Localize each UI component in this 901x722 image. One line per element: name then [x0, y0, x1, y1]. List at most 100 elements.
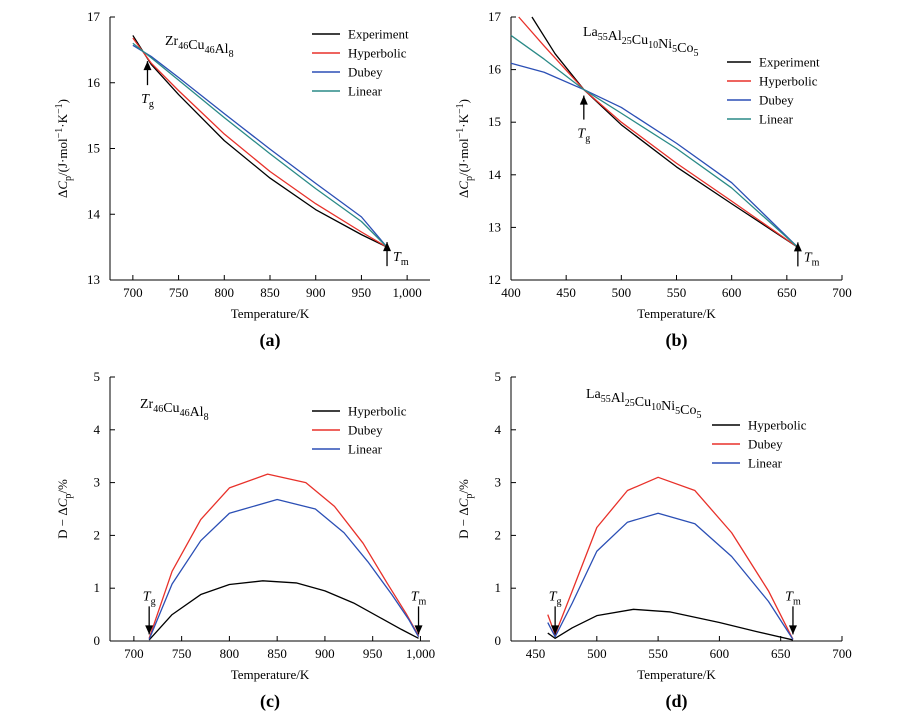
x-tick-label: 700 [123, 285, 143, 300]
x-tick-label: 850 [260, 285, 280, 300]
y-tick-label: 2 [495, 527, 502, 542]
y-tick-label: 3 [495, 475, 502, 490]
panel-label: (a) [260, 330, 281, 351]
x-tick-label: 400 [501, 285, 521, 300]
series-line-experiment [132, 35, 388, 248]
composition-label: Zr46Cu46Al8 [140, 397, 209, 423]
series-line-hyperbolic [547, 608, 794, 641]
x-tick-label: 750 [169, 285, 189, 300]
series-line-hyperbolic [132, 37, 388, 248]
y-tick-label: 1 [94, 580, 101, 595]
x-tick-label: 650 [771, 646, 791, 661]
y-tick-label: 2 [94, 527, 101, 542]
x-axis-title: Temperature/K [637, 306, 716, 321]
x-tick-label: 800 [220, 646, 240, 661]
composition-label: La55Al25Cu10Ni5Co5 [583, 25, 698, 59]
y-axis-title: ΔCp/(J·mol−1·K−1) [54, 99, 74, 198]
y-tick-label: 0 [495, 633, 502, 648]
x-tick-label: 650 [777, 285, 797, 300]
tg-label: Tg [141, 92, 154, 110]
legend-label: Linear [348, 442, 383, 457]
x-tick-label: 450 [556, 285, 576, 300]
y-axis-title: D − ΔCp/% [55, 479, 74, 539]
tm-arrow-head [414, 625, 423, 635]
y-tick-label: 14 [488, 167, 502, 182]
y-tick-label: 1 [495, 580, 502, 595]
y-tick-label: 4 [94, 422, 101, 437]
x-tick-label: 600 [710, 646, 730, 661]
y-tick-label: 16 [87, 75, 101, 90]
series-line-linear [547, 512, 794, 640]
x-tick-label: 850 [267, 646, 287, 661]
legend-label: Linear [748, 456, 783, 471]
x-tick-label: 500 [587, 646, 607, 661]
series-line-hyperbolic [518, 16, 799, 248]
x-axis-title: Temperature/K [637, 667, 716, 682]
series-line-dubey [132, 44, 388, 248]
chart-panel-3: 700 750 800 850 900 950 1,000 0 1 2 3 4 5 Temperature… [55, 369, 435, 712]
tg-label: Tg [549, 589, 562, 607]
x-tick-label: 950 [352, 285, 372, 300]
y-tick-label: 13 [488, 219, 501, 234]
series-line-linear [132, 42, 388, 248]
y-tick-label: 16 [488, 62, 502, 77]
legend-label: Hyperbolic [348, 404, 407, 419]
tm-label: Tm [785, 589, 801, 607]
y-tick-label: 15 [87, 141, 100, 156]
tg-label: Tg [143, 589, 156, 607]
tm-label: Tm [393, 250, 409, 268]
x-tick-label: 700 [124, 646, 144, 661]
tg-arrow-head [579, 95, 588, 105]
tm-arrow-head [788, 625, 797, 635]
y-tick-label: 13 [87, 272, 100, 287]
chart-panel-1: 700 750 800 850 900 950 1,000 13 14 15 16 17 Tempera… [54, 9, 430, 351]
panel-label: (b) [666, 330, 688, 351]
y-axis-title: ΔCp/(J·mol−1·K−1) [455, 99, 475, 198]
x-tick-label: 750 [172, 646, 192, 661]
legend-label: Hyperbolic [348, 46, 407, 61]
x-tick-label: 700 [832, 646, 852, 661]
y-tick-label: 17 [87, 9, 101, 24]
legend-label: Hyperbolic [759, 74, 818, 89]
y-tick-label: 15 [488, 114, 501, 129]
x-tick-label: 900 [306, 285, 326, 300]
x-tick-label: 950 [363, 646, 383, 661]
x-tick-label: 450 [526, 646, 546, 661]
chart-panel-2: 400 450 500 550 600 650 700 12 13 14 15 16 17 Tempera… [455, 9, 852, 351]
y-tick-label: 4 [495, 422, 502, 437]
y-tick-label: 5 [495, 369, 502, 384]
composition-label: La55Al25Cu10Ni5Co5 [586, 387, 701, 421]
legend-label: Dubey [348, 65, 383, 80]
panel-label: (c) [260, 691, 280, 712]
x-tick-label: 500 [612, 285, 632, 300]
y-tick-label: 0 [94, 633, 101, 648]
series-line-dubey [148, 473, 420, 639]
series-line-dubey [510, 62, 799, 248]
legend-label: Linear [348, 84, 383, 99]
legend-label: Linear [759, 112, 794, 127]
x-tick-label: 550 [648, 646, 668, 661]
series-line-linear [148, 498, 420, 640]
y-tick-label: 3 [94, 475, 101, 490]
x-tick-label: 1,000 [393, 285, 422, 300]
legend-label: Dubey [748, 437, 783, 452]
y-tick-label: 14 [87, 206, 101, 221]
legend-label: Dubey [759, 93, 794, 108]
legend-label: Experiment [759, 55, 820, 70]
tm-arrow-head [383, 242, 392, 252]
series-line-linear [510, 34, 799, 248]
x-tick-label: 1,000 [406, 646, 435, 661]
x-tick-label: 800 [215, 285, 235, 300]
legend-label: Experiment [348, 27, 409, 42]
tg-arrow-head [145, 625, 154, 635]
chart-panel-4: 450 500 550 600 650 700 0 1 2 3 4 5 Temperature/K D −… [456, 369, 852, 712]
y-axis-title: D − ΔCp/% [456, 479, 475, 539]
tg-arrow-head [143, 61, 152, 71]
series-line-dubey [547, 476, 794, 640]
x-tick-label: 700 [832, 285, 852, 300]
legend-label: Hyperbolic [748, 418, 807, 433]
y-tick-label: 12 [488, 272, 501, 287]
tg-label: Tg [577, 127, 590, 145]
tm-label: Tm [804, 250, 820, 268]
